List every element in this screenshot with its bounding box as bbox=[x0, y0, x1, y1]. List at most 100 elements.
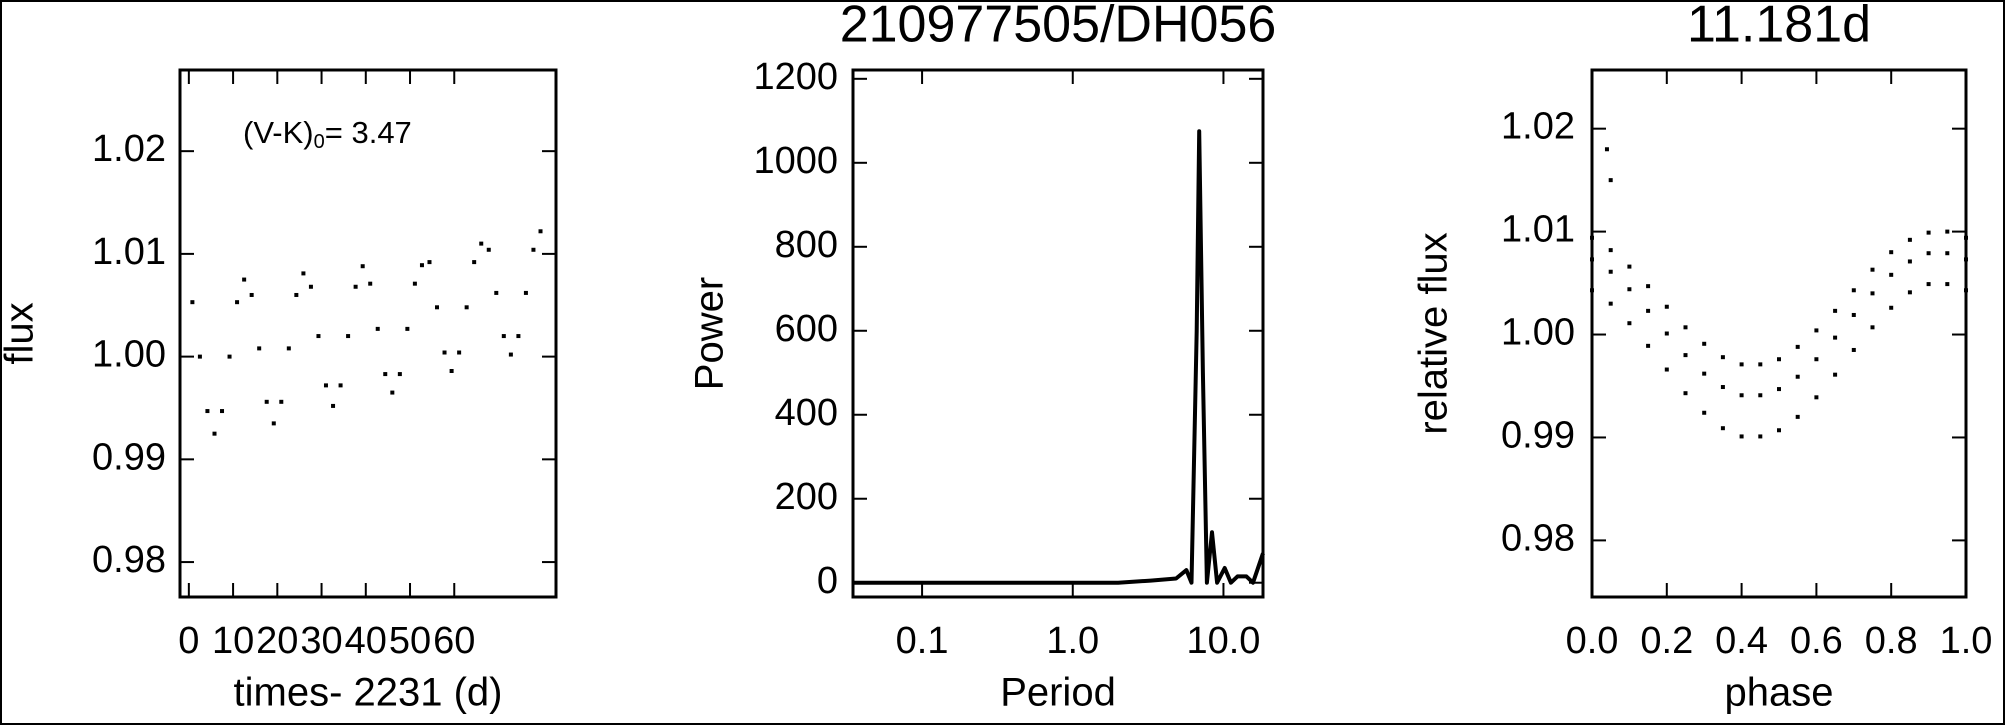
data-point bbox=[427, 260, 432, 265]
y-axis-label: flux bbox=[0, 302, 42, 364]
data-point bbox=[1739, 434, 1744, 439]
data-point bbox=[301, 271, 306, 276]
data-point bbox=[1851, 347, 1856, 352]
y-tick-label: 1000 bbox=[753, 140, 838, 182]
data-point bbox=[294, 292, 299, 297]
annotation-rest: = 3.47 bbox=[325, 115, 412, 150]
data-point bbox=[1608, 301, 1613, 306]
data-point bbox=[1702, 341, 1707, 346]
data-point bbox=[1964, 288, 1968, 293]
data-point bbox=[1758, 393, 1763, 398]
y-tick-label: 1.00 bbox=[92, 334, 166, 376]
data-point bbox=[1795, 344, 1800, 349]
data-point bbox=[1777, 428, 1781, 433]
data-point bbox=[1683, 391, 1688, 396]
data-point bbox=[1664, 331, 1669, 336]
data-point bbox=[1777, 357, 1781, 362]
data-point bbox=[1833, 372, 1838, 377]
data-point bbox=[331, 403, 336, 408]
x-axis-label: times- 2231 (d) bbox=[234, 671, 503, 715]
panel-title: 210977505/DH056 bbox=[840, 0, 1277, 54]
data-point bbox=[1627, 264, 1632, 269]
data-point bbox=[1814, 395, 1819, 400]
data-point bbox=[1627, 287, 1632, 292]
data-point bbox=[1608, 269, 1613, 274]
y-tick-label: 0.99 bbox=[1501, 414, 1575, 456]
data-point bbox=[1739, 393, 1744, 398]
data-point bbox=[1945, 251, 1950, 256]
data-point bbox=[338, 383, 343, 388]
x-tick-label: 0.8 bbox=[1865, 620, 1918, 662]
y-tick-label: 1.01 bbox=[92, 231, 166, 273]
data-point bbox=[1627, 321, 1632, 326]
data-point bbox=[494, 290, 499, 295]
data-point bbox=[286, 346, 291, 351]
data-point bbox=[264, 399, 269, 404]
data-point bbox=[190, 300, 195, 305]
x-tick-label: 0 bbox=[178, 620, 199, 662]
data-point bbox=[242, 277, 247, 282]
data-point bbox=[442, 350, 447, 355]
annotation-sub: 0 bbox=[314, 131, 325, 153]
data-point bbox=[205, 409, 210, 414]
y-tick-label: 200 bbox=[775, 476, 838, 518]
data-point bbox=[1646, 343, 1651, 348]
data-point bbox=[397, 372, 402, 377]
data-point bbox=[1646, 284, 1651, 289]
data-point bbox=[1851, 288, 1856, 293]
data-point bbox=[486, 247, 491, 252]
data-point bbox=[1590, 288, 1594, 293]
y-tick-label: 0 bbox=[817, 560, 838, 602]
data-point bbox=[1720, 355, 1725, 360]
panel-title: 11.181d bbox=[1687, 0, 1871, 54]
data-point bbox=[1590, 257, 1594, 262]
data-point bbox=[1683, 353, 1688, 358]
data-point bbox=[323, 383, 328, 388]
data-point bbox=[1720, 426, 1725, 431]
data-point bbox=[1758, 434, 1763, 439]
data-point bbox=[1907, 237, 1912, 242]
data-point bbox=[1907, 259, 1912, 264]
data-point bbox=[1833, 335, 1838, 340]
data-point bbox=[1739, 362, 1744, 367]
data-point bbox=[1646, 308, 1651, 313]
data-point bbox=[1907, 290, 1912, 295]
data-point bbox=[405, 326, 410, 331]
annotation-text: (V-K) bbox=[243, 115, 314, 150]
data-point bbox=[1964, 257, 1968, 262]
x-axis-label: phase bbox=[1725, 671, 1834, 715]
y-tick-label: 400 bbox=[775, 392, 838, 434]
y-tick-label: 0.99 bbox=[92, 436, 166, 478]
data-point bbox=[1664, 304, 1669, 309]
data-point bbox=[1926, 251, 1931, 256]
plot-frame bbox=[178, 68, 558, 599]
data-point bbox=[257, 346, 262, 351]
x-tick-label: 0.0 bbox=[1566, 620, 1619, 662]
data-point bbox=[412, 281, 417, 286]
data-point bbox=[464, 305, 469, 310]
y-tick-label: 0.98 bbox=[92, 539, 166, 581]
power-line bbox=[853, 129, 1265, 585]
x-tick-label: 10.0 bbox=[1186, 620, 1260, 662]
data-point bbox=[1945, 229, 1950, 234]
x-tick-label: 0.2 bbox=[1640, 620, 1693, 662]
data-point bbox=[1608, 248, 1613, 253]
data-point bbox=[220, 409, 225, 414]
data-point bbox=[508, 352, 513, 357]
data-point bbox=[1683, 325, 1688, 330]
data-point bbox=[1604, 147, 1609, 152]
y-tick-label: 800 bbox=[775, 224, 838, 266]
x-tick-label: 40 bbox=[345, 620, 387, 662]
data-point bbox=[1945, 282, 1950, 287]
data-point bbox=[419, 263, 424, 268]
data-point bbox=[1664, 367, 1669, 372]
data-point bbox=[523, 290, 528, 295]
data-point bbox=[1889, 272, 1894, 277]
x-tick-label: 0.1 bbox=[896, 620, 949, 662]
data-point bbox=[1590, 235, 1594, 240]
data-point bbox=[346, 334, 351, 339]
data-point bbox=[1926, 282, 1931, 287]
